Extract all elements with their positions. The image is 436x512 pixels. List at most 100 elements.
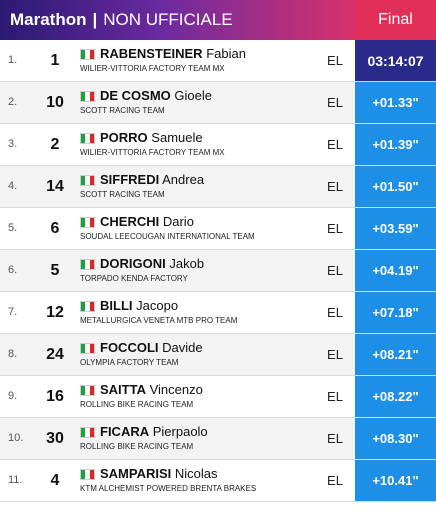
category: EL (327, 179, 343, 194)
rider-last-name: SIFFREDI (100, 172, 160, 187)
time-gap: +01.50" (355, 166, 436, 207)
race-title-bar: Marathon | NON UFFICIALE (0, 0, 355, 40)
bib-number: 10 (46, 94, 64, 111)
winning-time: 03:14:07 (355, 40, 436, 81)
rider-first-name: Vincenzo (149, 382, 203, 397)
rider-last-name: BILLI (100, 298, 133, 313)
category: EL (327, 431, 343, 446)
italy-flag-icon (80, 217, 95, 228)
table-row[interactable]: 4. 14 SIFFREDI Andrea SCOTT RACING TEAM … (0, 166, 436, 208)
team-name: WILIER-VITTORIA FACTORY TEAM MX (80, 148, 225, 157)
rider-last-name: SAITTA (100, 382, 146, 397)
italy-flag-icon (80, 343, 95, 354)
rider-name: DORIGONI Jakob (100, 256, 204, 271)
rider-first-name: Andrea (162, 172, 205, 187)
category: EL (327, 53, 343, 68)
table-row[interactable]: 6. 5 DORIGONI Jakob TORPADO KENDA FACTOR… (0, 250, 436, 292)
position-number: 7. (8, 306, 18, 318)
time-gap: +01.33" (355, 82, 436, 123)
rider-first-name: Gioele (174, 88, 212, 103)
rider-name: CHERCHI Dario (100, 214, 194, 229)
team-name: TORPADO KENDA FACTORY (80, 274, 188, 283)
italy-flag-icon (80, 91, 95, 102)
table-row[interactable]: 3. 2 PORRO Samuele WILIER-VITTORIA FACTO… (0, 124, 436, 166)
time-gap: +10.41" (355, 460, 436, 501)
category: EL (327, 221, 343, 236)
category: EL (327, 347, 343, 362)
rider-first-name: Samuele (151, 130, 203, 145)
team-name: ROLLING BIKE RACING TEAM (80, 442, 194, 451)
bib-number: 30 (46, 430, 64, 447)
rider-name: DE COSMO Gioele (100, 88, 212, 103)
results-header: Marathon | NON UFFICIALE Final (0, 0, 436, 40)
bib-number: 24 (46, 346, 64, 363)
team-name: OLYMPIA FACTORY TEAM (80, 358, 179, 367)
rider-last-name: PORRO (100, 130, 148, 145)
table-row[interactable]: 10. 30 FICARA Pierpaolo ROLLING BIKE RAC… (0, 418, 436, 460)
bib-number: 1 (50, 52, 60, 69)
rider-name: RABENSTEINER Fabian (100, 46, 246, 61)
rider-last-name: DORIGONI (100, 256, 166, 271)
time-gap: +08.22" (355, 376, 436, 417)
time-gap: +07.18" (355, 292, 436, 333)
rider-name: PORRO Samuele (100, 130, 203, 145)
rider-last-name: SAMPARISI (100, 466, 172, 481)
italy-flag-icon (80, 385, 95, 396)
rider-name: SAMPARISI Nicolas (100, 466, 218, 481)
team-name: KTM ALCHEMIST POWERED BRENTA BRAKES (80, 484, 257, 493)
italy-flag-icon (80, 175, 95, 186)
team-name: ROLLING BIKE RACING TEAM (80, 400, 194, 409)
rider-first-name: Davide (162, 340, 203, 355)
time-gap: +08.30" (355, 418, 436, 459)
category: EL (327, 137, 343, 152)
rider-first-name: Jakob (169, 256, 205, 271)
rider-name: SAITTA Vincenzo (100, 382, 203, 397)
table-row[interactable]: 8. 24 FOCCOLI Davide OLYMPIA FACTORY TEA… (0, 334, 436, 376)
bib-number: 12 (46, 304, 64, 321)
rider-name: BILLI Jacopo (100, 298, 178, 313)
table-row[interactable]: 2. 10 DE COSMO Gioele SCOTT RACING TEAM … (0, 82, 436, 124)
team-name: WILIER-VITTORIA FACTORY TEAM MX (80, 64, 225, 73)
position-number: 2. (8, 96, 18, 108)
rider-last-name: CHERCHI (100, 214, 160, 229)
bib-number: 4 (50, 472, 60, 489)
time-gap: +08.21" (355, 334, 436, 375)
position-number: 5. (8, 222, 18, 234)
table-row[interactable]: 1. 1 RABENSTEINER Fabian WILIER-VITTORIA… (0, 40, 436, 82)
category: EL (327, 95, 343, 110)
title-separator: | (92, 10, 98, 29)
table-row[interactable]: 11. 4 SAMPARISI Nicolas KTM ALCHEMIST PO… (0, 460, 436, 502)
italy-flag-icon (80, 49, 95, 60)
rider-first-name: Dario (162, 214, 194, 229)
results-table: 1. 1 RABENSTEINER Fabian WILIER-VITTORIA… (0, 40, 436, 502)
position-number: 3. (8, 138, 18, 150)
table-row[interactable]: 9. 16 SAITTA Vincenzo ROLLING BIKE RACIN… (0, 376, 436, 418)
rider-first-name: Pierpaolo (152, 424, 208, 439)
team-name: SCOTT RACING TEAM (80, 190, 165, 199)
position-number: 11. (8, 474, 23, 486)
italy-flag-icon (80, 469, 95, 480)
table-row[interactable]: 5. 6 CHERCHI Dario SOUDAL LEECOUGAN INTE… (0, 208, 436, 250)
bib-number: 2 (50, 136, 60, 153)
race-title: Marathon (10, 10, 87, 29)
position-number: 10. (8, 432, 24, 444)
position-number: 8. (8, 348, 18, 360)
italy-flag-icon (80, 259, 95, 270)
table-row[interactable]: 7. 12 BILLI Jacopo METALLURGICA VENETA M… (0, 292, 436, 334)
rider-name: FICARA Pierpaolo (100, 424, 208, 439)
italy-flag-icon (80, 133, 95, 144)
team-name: METALLURGICA VENETA MTB PRO TEAM (80, 316, 238, 325)
category: EL (327, 305, 343, 320)
category: EL (327, 389, 343, 404)
position-number: 9. (8, 390, 18, 402)
time-gap: +03.59" (355, 208, 436, 249)
race-status: NON UFFICIALE (103, 10, 233, 29)
rider-first-name: Fabian (206, 46, 246, 61)
position-number: 4. (8, 180, 18, 192)
rider-last-name: FOCCOLI (100, 340, 159, 355)
position-number: 1. (8, 54, 18, 66)
final-column-header: Final (355, 0, 436, 40)
position-number: 6. (8, 264, 18, 276)
rider-last-name: FICARA (100, 424, 150, 439)
team-name: SCOTT RACING TEAM (80, 106, 165, 115)
